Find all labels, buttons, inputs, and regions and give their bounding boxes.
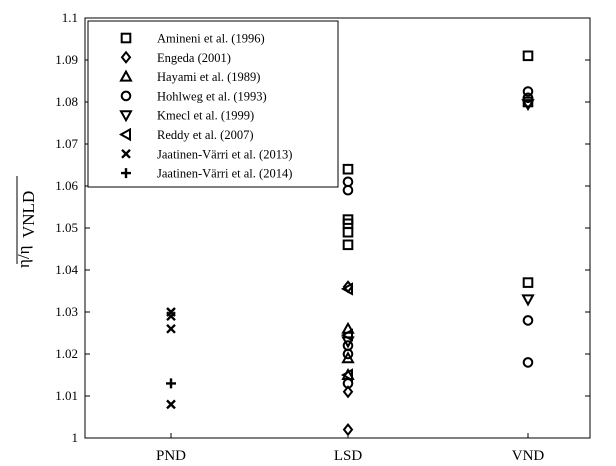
legend-marker-triangle-up: [119, 69, 133, 82]
data-point-square: [342, 239, 354, 251]
data-point-diamond: [342, 422, 354, 437]
data-point-circle: [342, 378, 354, 389]
data-point-circle: [522, 315, 534, 326]
legend-entry-label: Jaatinen-Värri et al. (2014): [157, 167, 292, 181]
y-tick-label: 1.04: [55, 262, 78, 277]
data-point-diamond: [342, 385, 354, 399]
data-point-circle: [342, 184, 354, 196]
x-category-label: VND: [512, 448, 545, 464]
legend-marker-square: [120, 32, 132, 44]
y-tick-label: 1.08: [55, 94, 78, 109]
legend-marker-triangle-left: [118, 127, 131, 142]
y-tick-label: 1.03: [55, 304, 78, 319]
legend-box: [87, 20, 339, 188]
y-axis-title-main: η/η: [14, 245, 33, 268]
legend-entry-label: Amineni et al. (1996): [157, 32, 265, 46]
data-point-x: [166, 311, 176, 322]
legend-marker-triangle-down: [119, 110, 133, 123]
legend: Amineni et al. (1996) Engeda (2001) Hayami…: [87, 20, 339, 188]
legend-entry-label: Kmecl et al. (1999): [157, 109, 254, 123]
x-axis-categories: PND LSD VND: [156, 433, 544, 464]
y-tick-label: 1.01: [55, 388, 78, 403]
y-tick-label: 1: [72, 430, 79, 445]
data-point-triangle-left: [340, 328, 353, 342]
legend-entry-label: Jaatinen-Värri et al. (2013): [157, 147, 292, 161]
legend-entry-label: Hayami et al. (1989): [157, 70, 260, 84]
y-axis-ticks: 1 1.01 1.02 1.03 1.04 1.05 1.06 1.07 1.08 1.09 1.1: [55, 10, 590, 445]
data-point-square: [342, 163, 354, 175]
y-tick-label: 1.06: [55, 178, 78, 193]
y-tick-label: 1.07: [55, 136, 78, 151]
y-tick-label: 1.02: [55, 346, 78, 361]
x-category-label: PND: [156, 448, 186, 464]
legend-marker-circle: [120, 90, 132, 102]
y-tick-label: 1.09: [55, 52, 78, 67]
data-point-square: [522, 277, 534, 288]
legend-marker-plus: [121, 168, 131, 179]
legend-entry-label: Reddy et al. (2007): [157, 128, 254, 142]
data-point-x: [166, 323, 176, 334]
y-tick-label: 1.05: [55, 220, 78, 235]
legend-marker-diamond: [120, 50, 132, 64]
x-category-label: LSD: [334, 448, 363, 464]
data-point-triangle-left: [340, 368, 353, 382]
y-tick-label: 1.1: [62, 10, 78, 25]
data-point-circle: [342, 176, 354, 188]
data-point-circle: [522, 92, 534, 104]
data-point-triangle-left: [340, 282, 353, 296]
data-point-triangle-down: [521, 294, 535, 307]
data-point-x: [166, 399, 176, 410]
y-axis-title: η/η VNLD: [14, 176, 38, 268]
data-points: [166, 50, 535, 437]
data-point-plus: [166, 378, 176, 389]
data-point-triangle-down: [521, 99, 535, 112]
data-point-circle: [522, 86, 534, 97]
legend-entry-label: Engeda (2001): [157, 51, 231, 65]
legend-marker-x: [121, 148, 131, 159]
data-point-circle: [342, 348, 354, 360]
data-point-square: [522, 50, 534, 62]
data-point-square: [342, 226, 354, 238]
data-point-circle: [522, 357, 534, 368]
y-axis-title-subscript: VNLD: [19, 191, 38, 238]
legend-entry-label: Hohlweg et al. (1993): [157, 89, 267, 103]
